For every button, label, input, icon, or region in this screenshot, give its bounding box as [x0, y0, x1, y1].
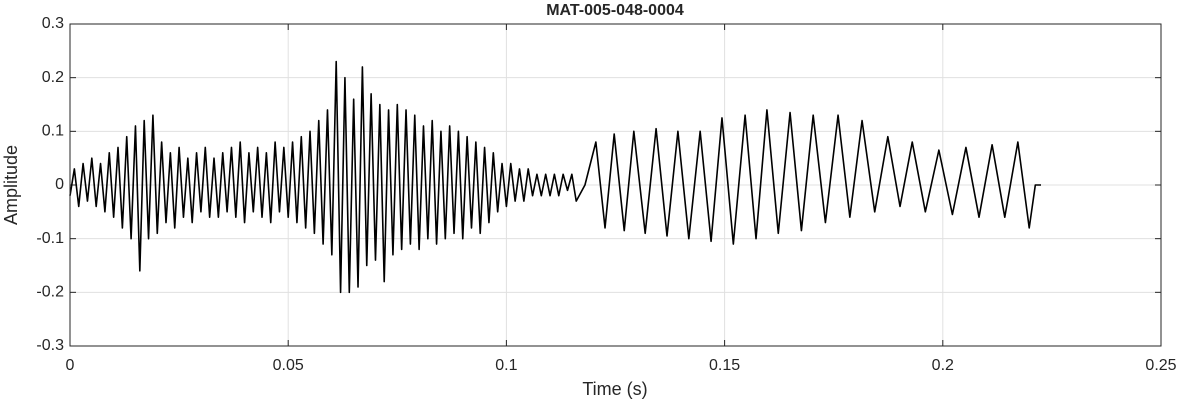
- y-tick-label: -0.3: [36, 337, 64, 354]
- y-tick-label: 0.2: [42, 69, 64, 86]
- plot-frame: [69, 23, 1162, 347]
- x-tick-label: 0.1: [495, 357, 517, 374]
- y-tick-label: 0.1: [42, 123, 64, 140]
- x-tick-label: 0.2: [932, 357, 954, 374]
- waveform-line: [69, 60, 1041, 294]
- y-tick-label: -0.1: [36, 230, 64, 247]
- y-tick-label: -0.2: [36, 284, 64, 301]
- x-tick-label: 0.25: [1145, 357, 1176, 374]
- x-tick-label: 0.05: [273, 357, 304, 374]
- chart-title: MAT-005-048-0004: [546, 2, 684, 19]
- x-tick-label: 0: [66, 357, 75, 374]
- y-axis-label: Amplitude: [1, 145, 21, 225]
- y-tick-label: 0: [55, 176, 64, 193]
- x-axis-label: Time (s): [582, 379, 647, 399]
- x-tick-label: 0.15: [709, 357, 740, 374]
- y-tick-label: 0.3: [42, 15, 64, 32]
